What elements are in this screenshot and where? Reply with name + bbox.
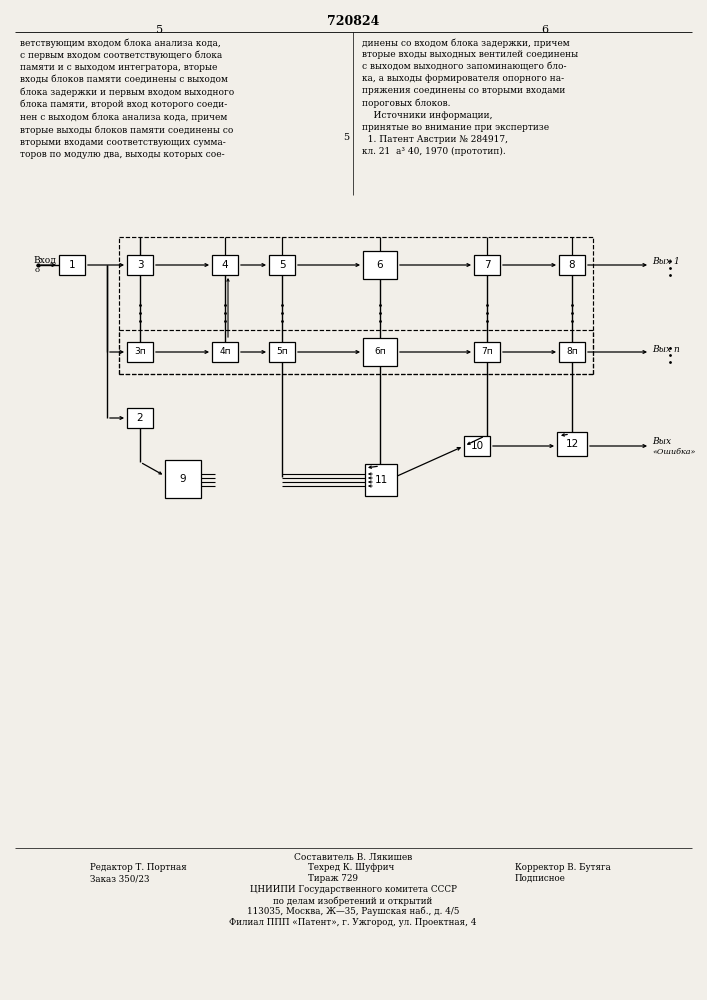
Bar <box>557 432 587 456</box>
Text: 3: 3 <box>136 260 144 270</box>
Bar <box>127 342 153 362</box>
Text: Вых п: Вых п <box>652 344 679 354</box>
Bar <box>212 255 238 275</box>
Text: Тираж 729: Тираж 729 <box>308 874 358 883</box>
Text: 2: 2 <box>136 413 144 423</box>
Text: «Ошибка»: «Ошибка» <box>652 448 696 456</box>
Text: Техред К. Шуфрич: Техред К. Шуфрич <box>308 863 395 872</box>
Bar <box>559 255 585 275</box>
Bar <box>365 464 397 496</box>
Bar <box>474 255 500 275</box>
Bar <box>212 342 238 362</box>
Text: 11: 11 <box>375 475 387 485</box>
Bar <box>464 436 490 456</box>
Text: 720824: 720824 <box>327 15 379 28</box>
Text: Подписное: Подписное <box>515 874 566 883</box>
Bar <box>559 342 585 362</box>
Text: 113035, Москва, Ж—35, Раушская наб., д. 4/5: 113035, Москва, Ж—35, Раушская наб., д. … <box>247 907 459 916</box>
Text: 6: 6 <box>377 260 383 270</box>
Text: Заказ 350/23: Заказ 350/23 <box>90 874 149 883</box>
Text: 5: 5 <box>156 25 163 35</box>
Text: Составитель В. Лякишев: Составитель В. Лякишев <box>294 853 412 862</box>
Bar <box>127 408 153 428</box>
Text: 1: 1 <box>69 260 76 270</box>
Text: 6: 6 <box>542 25 549 35</box>
Bar <box>59 255 85 275</box>
Text: Вход: Вход <box>33 255 56 264</box>
Text: 5п: 5п <box>276 348 288 357</box>
Bar <box>269 342 295 362</box>
Text: 10: 10 <box>470 441 484 451</box>
Bar <box>165 460 201 498</box>
Text: o: o <box>35 266 40 274</box>
Bar <box>127 255 153 275</box>
Text: 3п: 3п <box>134 348 146 357</box>
Text: Корректор В. Бутяга: Корректор В. Бутяга <box>515 863 611 872</box>
Text: по делам изобретений и открытий: по делам изобретений и открытий <box>274 896 433 906</box>
Bar <box>269 255 295 275</box>
Text: 7: 7 <box>484 260 491 270</box>
Text: ветствующим входом блока анализа кода,
с первым входом соответствующего блока
па: ветствующим входом блока анализа кода, с… <box>20 38 234 159</box>
Text: 6п: 6п <box>374 348 386 357</box>
Text: 8п: 8п <box>566 348 578 357</box>
Text: 8: 8 <box>568 260 575 270</box>
Text: динены со входом блока задержки, причем
вторые входы выходных вентилей соединены: динены со входом блока задержки, причем … <box>362 38 578 156</box>
Text: Вых: Вых <box>652 436 671 446</box>
Text: 12: 12 <box>566 439 578 449</box>
Bar <box>474 342 500 362</box>
Text: 9: 9 <box>180 474 187 484</box>
Text: Вых 1: Вых 1 <box>652 257 679 266</box>
Text: Редактор Т. Портная: Редактор Т. Портная <box>90 863 187 872</box>
Text: 4: 4 <box>222 260 228 270</box>
Text: 4п: 4п <box>219 348 230 357</box>
Text: 7п: 7п <box>481 348 493 357</box>
Text: ЦНИИПИ Государственного комитета СССР: ЦНИИПИ Государственного комитета СССР <box>250 885 457 894</box>
Bar <box>363 251 397 279</box>
Text: Филиал ППП «Патент», г. Ужгород, ул. Проектная, 4: Филиал ППП «Патент», г. Ужгород, ул. Про… <box>229 918 477 927</box>
Bar <box>363 338 397 366</box>
Text: 5: 5 <box>343 133 349 142</box>
Text: 5: 5 <box>279 260 286 270</box>
